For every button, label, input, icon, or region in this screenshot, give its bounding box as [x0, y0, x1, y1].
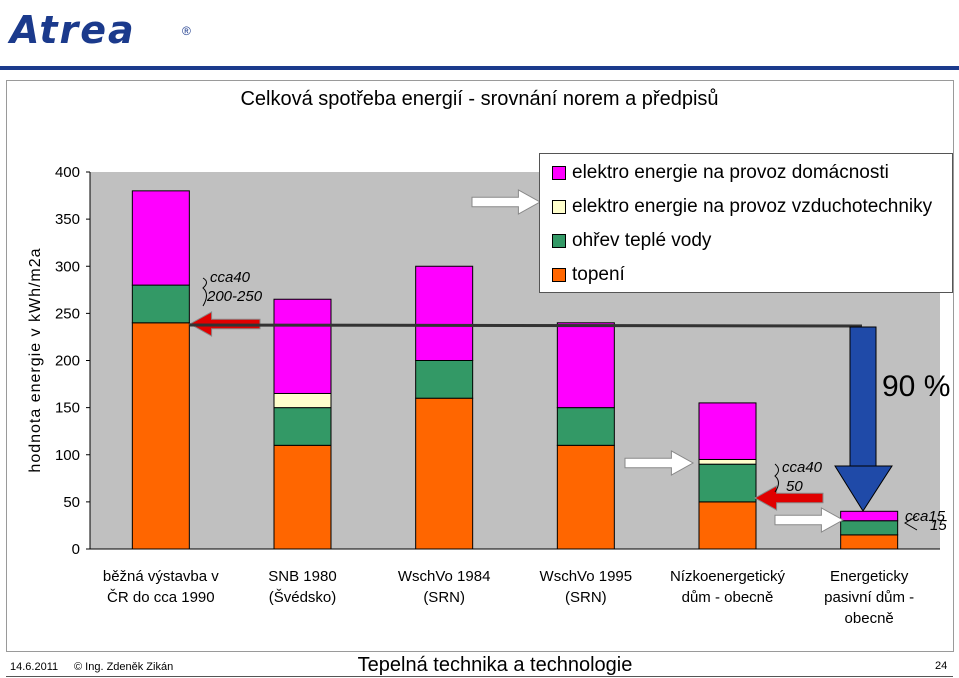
annotation-text: cca40: [210, 269, 251, 286]
bar-segment: [698, 402, 757, 460]
brace: [774, 463, 779, 493]
header-rule: [0, 66, 959, 70]
footer-page-number: 24: [935, 660, 948, 672]
legend-label: topení: [572, 264, 625, 285]
arrow-white-lowenergy: [624, 450, 695, 476]
footer-date: 14.6.2011: [10, 661, 59, 673]
legend-swatch: [552, 200, 566, 214]
arrow-white-legend: [471, 189, 542, 215]
legend-swatch: [552, 268, 566, 282]
category-label-line: dům - obecně: [681, 589, 774, 606]
bar-segment: [273, 392, 332, 409]
y-tick-label: 50: [63, 494, 80, 511]
arrow-blue-head: [834, 465, 893, 512]
bar-segment: [698, 458, 757, 465]
y-tick-label: 0: [72, 541, 80, 558]
y-tick-label: 200: [55, 353, 80, 370]
annotation-text: 200-250: [206, 288, 263, 305]
bar-segment: [840, 510, 899, 522]
bar-segment: [698, 463, 757, 503]
bar-segment: [415, 360, 474, 399]
legend-item: topení: [552, 264, 625, 286]
annotation-text: cca40: [782, 459, 823, 476]
bar-segment: [273, 298, 332, 394]
category-label: Nízkoenergetický dům - obecně: [653, 566, 803, 608]
category-label: WschVo 1995 (SRN): [511, 566, 661, 608]
logo-text: Atrea: [10, 8, 136, 52]
category-label-line: Nízkoenergetický: [669, 568, 786, 585]
bar-segment: [415, 265, 474, 361]
legend-item: ohřev teplé vody: [552, 230, 711, 252]
arrow-red-lowenergy: [753, 485, 824, 511]
category-label-line: SNB 1980: [268, 568, 337, 585]
category-label: běžná výstavba v ČR do cca 1990: [86, 566, 236, 608]
legend-item: elektro energie na provoz domácnosti: [552, 162, 889, 184]
brace: [904, 515, 918, 531]
category-label: WschVo 1984 (SRN): [369, 566, 519, 608]
bar-segment: [415, 397, 474, 550]
legend-swatch: [552, 166, 566, 180]
category-label-line: pasivní dům -: [824, 589, 915, 606]
footer-rule: [6, 676, 953, 677]
y-tick-label: 350: [55, 211, 80, 228]
percent-label: 90 %: [882, 370, 950, 403]
category-label-line: ČR do cca 1990: [107, 589, 215, 606]
arrow-blue-shaft: [849, 326, 877, 468]
legend-label: elektro energie na provoz domácnosti: [572, 162, 889, 183]
bar-segment: [556, 444, 615, 550]
bar-segment: [131, 322, 190, 550]
y-tick-label: 400: [55, 164, 80, 181]
bar-segment: [273, 444, 332, 550]
category-label-line: (SRN): [564, 589, 607, 606]
category-label-line: WschVo 1984: [397, 568, 491, 585]
legend-label: ohřev teplé vody: [572, 230, 712, 251]
chart-title: Celková spotřeba energií - srovnání nore…: [240, 88, 719, 110]
category-label-line: běžná výstavba v: [102, 568, 219, 585]
arrow-white-passive: [774, 507, 845, 533]
bar-segment: [131, 190, 190, 286]
category-label-line: (SRN): [423, 589, 465, 606]
legend-swatch: [552, 234, 566, 248]
footer-title: Tepelná technika a technologie: [357, 654, 633, 676]
annotation-text: 15: [930, 517, 947, 534]
bar-segment: [556, 407, 615, 446]
category-label: SNB 1980 (Švédsko): [228, 566, 378, 608]
bar-segment: [840, 534, 899, 550]
bar-segment: [131, 284, 190, 324]
chart-legend: elektro energie na provoz domácnosti elek…: [539, 153, 953, 293]
bar-segment: [698, 501, 757, 550]
bar-segment: [556, 322, 615, 409]
category-label-line: WschVo 1995: [539, 568, 633, 585]
y-tick-label: 150: [55, 400, 80, 417]
y-tick-label: 250: [55, 305, 80, 322]
reference-line: [189, 323, 863, 328]
category-label-line: (Švédsko): [268, 589, 337, 606]
footer-author: © Ing. Zdeněk Zikán: [74, 661, 174, 673]
category-label-line: obecně: [844, 610, 894, 627]
bar-segment: [273, 407, 332, 446]
legend-item: elektro energie na provoz vzduchotechnik…: [552, 196, 932, 218]
bar-segment: [840, 520, 899, 536]
logo-registered-mark: ®: [182, 24, 191, 38]
category-label-line: Energeticky: [829, 568, 909, 585]
atrea-logo: Atrea: [10, 8, 136, 52]
annotation-text: cca15: [905, 508, 946, 525]
annotation-text: 50: [786, 478, 803, 495]
brace: [202, 277, 207, 307]
y-tick-label: 100: [55, 447, 80, 464]
y-tick-label: 300: [55, 258, 80, 275]
legend-label: elektro energie na provoz vzduchotechnik…: [572, 196, 933, 217]
category-label: Energeticky pasivní dům - obecně: [794, 566, 944, 629]
